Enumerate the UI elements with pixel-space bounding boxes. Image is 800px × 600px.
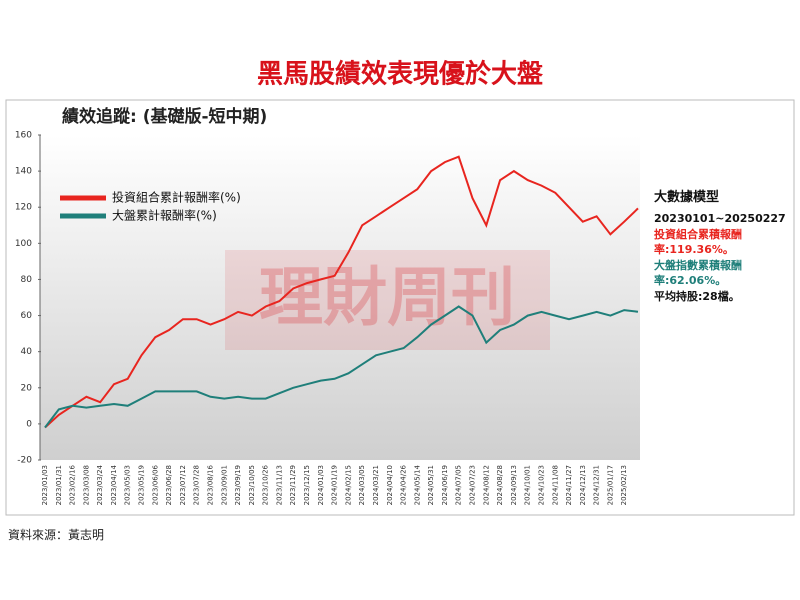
x-tick-label: 2023/10/05	[248, 465, 256, 505]
x-tick-label: 2024/10/23	[537, 465, 545, 505]
x-tick-label: 2023/10/26	[262, 464, 270, 505]
y-tick-label: 20	[21, 383, 33, 393]
x-tick-label: 2024/05/31	[427, 465, 435, 505]
plot-area	[40, 135, 640, 460]
x-tick-label: 2025/02/13	[620, 465, 628, 505]
y-tick-label: 40	[21, 347, 33, 357]
y-tick-label: 120	[15, 203, 32, 213]
x-tick-label: 2023/06/06	[151, 464, 159, 505]
x-tick-label: 2023/03/08	[82, 465, 90, 505]
y-tick-label: 0	[26, 419, 32, 429]
panel-line: 20230101~20250227	[654, 212, 786, 225]
y-tick-label: 80	[21, 275, 33, 285]
x-tick-label: 2023/04/14	[110, 464, 118, 505]
panel-line: 大盤指數累積報酬率:62.06%。	[654, 259, 742, 287]
x-tick-label: 2024/11/08	[551, 465, 559, 505]
x-tick-label: 2024/03/21	[372, 465, 380, 505]
x-tick-label: 2024/06/19	[441, 465, 449, 505]
x-tick-label: 2023/11/29	[289, 465, 297, 505]
x-tick-label: 2023/12/15	[303, 465, 311, 505]
x-tick-label: 2024/10/01	[524, 465, 532, 505]
side-panel: 大數據模型 20230101~20250227 投資組合累積報酬率:119.36%。…	[654, 190, 786, 305]
x-tick-label: 2024/05/14	[413, 464, 421, 505]
x-tick-label: 2024/07/23	[469, 465, 477, 505]
x-tick-label: 2023/09/19	[234, 465, 242, 505]
x-tick-label: 2024/11/27	[565, 465, 573, 505]
x-tick-label: 2023/05/03	[124, 465, 132, 505]
x-tick-label: 2024/08/28	[496, 465, 504, 505]
series-line	[44, 305, 639, 429]
x-tick-label: 2024/12/31	[593, 465, 601, 505]
x-tick-label: 2023/03/24	[96, 464, 104, 505]
series-line	[44, 155, 639, 429]
x-tick-label: 2024/04/10	[386, 465, 394, 505]
x-tick-label: 2024/02/15	[344, 465, 352, 505]
x-tick-label: 2023/05/19	[138, 465, 146, 505]
x-tick-label: 2025/01/17	[606, 465, 614, 505]
x-tick-label: 2024/07/05	[455, 465, 463, 505]
x-tick-label: 2023/07/28	[193, 465, 201, 505]
x-tick-label: 2023/02/16	[69, 464, 77, 505]
legend-label: 投資組合累計報酬率(%)	[112, 190, 241, 205]
x-tick-label: 2024/09/13	[510, 465, 518, 505]
x-tick-label: 2023/06/28	[165, 465, 173, 505]
y-tick-label: 140	[15, 167, 32, 177]
legend-label: 大盤累計報酬率(%)	[112, 208, 217, 223]
x-tick-label: 2024/08/12	[482, 465, 490, 505]
y-tick-label: 100	[15, 239, 32, 249]
x-tick-label: 2023/01/31	[55, 465, 63, 505]
x-tick-label: 2023/01/03	[41, 465, 49, 505]
y-tick-label: 60	[21, 311, 33, 321]
x-tick-label: 2024/12/13	[579, 465, 587, 505]
panel-line: 平均持股:28檔。	[654, 290, 740, 303]
x-tick-label: 2024/04/26	[400, 464, 408, 505]
x-tick-label: 2023/11/13	[275, 465, 283, 505]
x-tick-label: 2024/03/05	[358, 465, 366, 505]
x-tick-label: 2024/01/19	[331, 465, 339, 505]
panel-line: 大數據模型	[654, 190, 720, 205]
main-title: 黑馬股績效表現優於大盤	[257, 59, 544, 90]
chart-title: 績效追蹤: (基礎版-短中期)	[62, 106, 267, 127]
x-tick-label: 2023/08/16	[206, 464, 214, 505]
watermark: 理財周刊	[259, 262, 515, 336]
x-tick-label: 2023/07/12	[179, 465, 187, 505]
panel-line: 投資組合累積報酬率:119.36%。	[654, 228, 742, 256]
source: 資料來源：黃志明	[8, 528, 105, 542]
x-tick-label: 2024/01/03	[317, 465, 325, 505]
y-tick-label: 160	[15, 131, 32, 141]
y-tick-label: -20	[17, 456, 32, 466]
x-tick-label: 2023/09/01	[220, 465, 228, 505]
